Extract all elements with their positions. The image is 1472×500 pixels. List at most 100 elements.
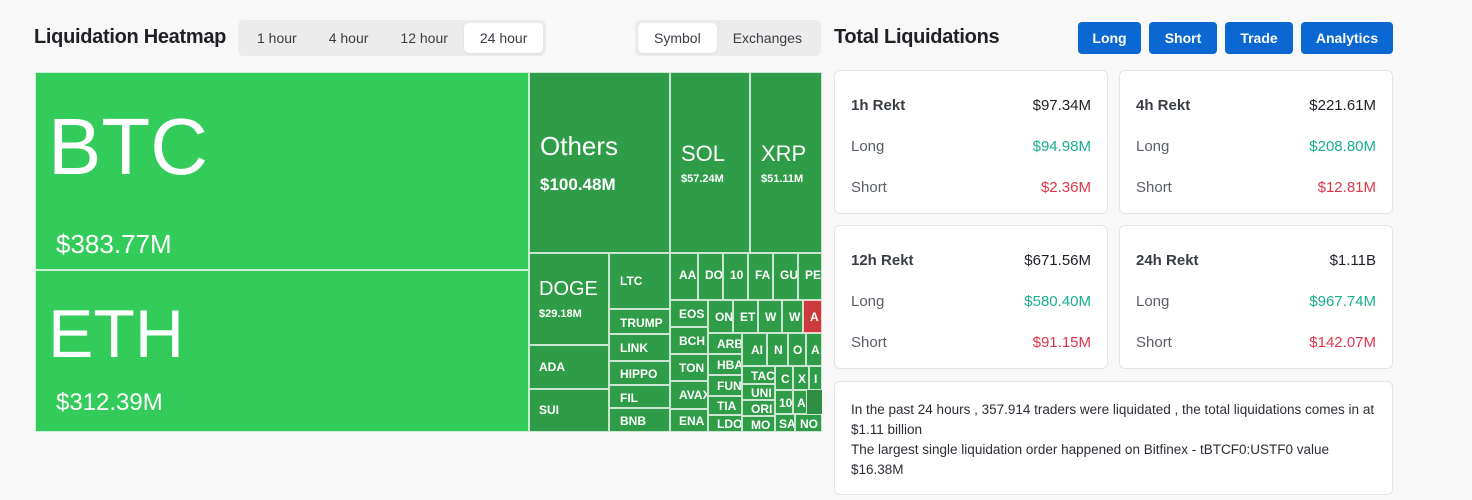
tile-symbol: FA	[755, 268, 771, 282]
tile-symbol: Others	[540, 131, 619, 161]
heatmap-tile-sol[interactable]: SOL $57.24M	[670, 72, 750, 253]
heatmap-tile-x[interactable]: X	[793, 366, 809, 390]
tile-symbol: W	[789, 310, 801, 324]
tile-symbol: X	[798, 372, 807, 386]
tile-symbol: FIL	[620, 391, 638, 405]
heatmap-tile-gu[interactable]: GU	[773, 253, 798, 300]
heatmap-tile-uni[interactable]: UNI	[742, 384, 775, 400]
tile-symbol: AI	[751, 343, 763, 357]
heatmap-tile-hba[interactable]: HBA	[708, 354, 742, 375]
heatmap-tile-sui[interactable]: SUI	[529, 389, 609, 432]
tile-symbol: W	[765, 310, 777, 324]
heatmap-tile-10[interactable]: 10	[775, 390, 793, 414]
tile-symbol: ADA	[539, 360, 565, 374]
heatmap-tile-bch[interactable]: BCH	[670, 327, 708, 354]
short-value: $2.36M	[1040, 179, 1091, 196]
tile-symbol: DO	[705, 268, 723, 282]
heatmap-tile-others[interactable]: Others $100.48M	[529, 72, 670, 253]
heatmap-tile-do[interactable]: DO	[698, 253, 723, 300]
card-total: $97.34M	[1032, 97, 1091, 114]
heatmap-tile-a[interactable]: A	[803, 300, 822, 333]
exchanges-tab[interactable]: Exchanges	[732, 30, 802, 46]
heatmap-tile-fa[interactable]: FA	[748, 253, 773, 300]
heatmap-tile-aa[interactable]: AA	[670, 253, 698, 300]
heatmap-tile-ada[interactable]: ADA	[529, 345, 609, 389]
heatmap-tile-c[interactable]: C	[775, 366, 793, 390]
liquidation-summary: In the past 24 hours , 357.914 traders w…	[834, 381, 1393, 495]
heatmap-tile-doge[interactable]: DOGE $29.18M	[529, 253, 609, 345]
heatmap-tile-mo[interactable]: MO	[742, 416, 775, 432]
tile-value: $29.18M	[539, 308, 582, 320]
heatmap-tile-bnb[interactable]: BNB	[609, 408, 670, 432]
heatmap-tile-ena[interactable]: ENA	[670, 409, 708, 432]
tile-symbol: ETH	[48, 296, 184, 372]
heatmap-tile-trump[interactable]: TRUMP	[609, 309, 670, 334]
timeframe-selector: 1 hour 4 hour 12 hour 24 hour	[238, 20, 547, 56]
long-label: Long	[851, 138, 885, 155]
heatmap-tile-xrp[interactable]: XRP $51.11M	[750, 72, 822, 253]
short-value: $142.07M	[1309, 334, 1376, 351]
long-value: $208.80M	[1309, 138, 1376, 155]
timeframe-4h-tab[interactable]: 4 hour	[328, 30, 369, 46]
long-value: $580.40M	[1024, 293, 1091, 310]
card-total: $671.56M	[1024, 252, 1091, 269]
heatmap-tile-ldo[interactable]: LDO	[708, 415, 742, 432]
heatmap-tile-n[interactable]: N	[767, 333, 788, 366]
tile-symbol: LTC	[620, 274, 643, 288]
heatmap-tile-i[interactable]: I	[809, 366, 822, 390]
heatmap-tile-fil[interactable]: FIL	[609, 385, 670, 408]
heatmap-tile-pe[interactable]: PE	[798, 253, 822, 300]
tile-symbol: SA	[779, 417, 795, 431]
heatmap-tile-ori[interactable]: ORI	[742, 400, 775, 416]
heatmap-tile-a[interactable]: A	[793, 390, 807, 414]
heatmap-tile-a[interactable]: A	[806, 333, 822, 366]
tile-symbol: BCH	[679, 334, 705, 348]
heatmap-tile-tia[interactable]: TIA	[708, 396, 742, 415]
heatmap-tile-link[interactable]: LINK	[609, 334, 670, 361]
tile-symbol: HBA	[717, 358, 742, 372]
heatmap-tile-eos[interactable]: EOS	[670, 300, 708, 327]
timeframe-24h-tab[interactable]: 24 hour	[463, 23, 544, 53]
short-button[interactable]: Short	[1149, 22, 1217, 54]
heatmap-tile-hippo[interactable]: HIPPO	[609, 361, 670, 385]
tile-symbol: XRP	[761, 141, 807, 166]
heatmap-title: Liquidation Heatmap	[34, 26, 227, 48]
heatmap-tile-avax[interactable]: AVAX	[670, 381, 708, 409]
long-label: Long	[851, 293, 885, 310]
heatmap-tile-sa[interactable]: SA	[775, 414, 795, 432]
heatmap-tile-10[interactable]: 10	[723, 253, 748, 300]
short-label: Short	[851, 334, 887, 351]
tile-symbol: ORI	[751, 402, 773, 416]
heatmap-tile-no[interactable]: NO	[795, 414, 822, 432]
heatmap-tile-tac[interactable]: TAC	[742, 366, 775, 384]
rekt-card-4h: 4h Rekt $221.61M Long $208.80M Short $12.81…	[1119, 70, 1393, 214]
tile-symbol: FUN	[717, 379, 742, 393]
heatmap-tile-arb[interactable]: ARB	[708, 333, 742, 354]
long-label: Long	[1136, 293, 1170, 310]
liquidation-heatmap: BTC $383.77M ETH $312.39M Others $100.48M SOL $…	[35, 72, 822, 432]
heatmap-tile-btc[interactable]: BTC $383.77M	[35, 72, 529, 270]
long-value: $967.74M	[1309, 293, 1376, 310]
heatmap-tile-ai[interactable]: AI	[742, 333, 767, 366]
short-label: Short	[1136, 179, 1172, 196]
tile-symbol: GU	[780, 268, 798, 282]
tile-symbol: A	[810, 310, 819, 324]
trade-button[interactable]: Trade	[1225, 22, 1293, 54]
heatmap-tile-eth[interactable]: ETH $312.39M	[35, 270, 529, 432]
heatmap-tile-fun[interactable]: FUN	[708, 375, 742, 396]
symbol-tab[interactable]: Symbol	[638, 23, 717, 53]
long-button[interactable]: Long	[1078, 22, 1141, 54]
long-label: Long	[1136, 138, 1170, 155]
timeframe-12h-tab[interactable]: 12 hour	[400, 30, 448, 46]
rekt-card-12h: 12h Rekt $671.56M Long $580.40M Short $91.1…	[834, 225, 1108, 369]
heatmap-tile-ton[interactable]: TON	[670, 354, 708, 381]
heatmap-tile-o[interactable]: O	[788, 333, 806, 366]
heatmap-tile-et[interactable]: ET	[733, 300, 758, 333]
tile-symbol: SOL	[681, 141, 726, 166]
timeframe-1h-tab[interactable]: 1 hour	[257, 30, 297, 46]
analytics-button[interactable]: Analytics	[1301, 22, 1393, 54]
heatmap-tile-w[interactable]: W	[782, 300, 803, 333]
heatmap-tile-w[interactable]: W	[758, 300, 782, 333]
heatmap-tile-on[interactable]: ON	[708, 300, 733, 333]
heatmap-tile-ltc[interactable]: LTC	[609, 253, 670, 309]
